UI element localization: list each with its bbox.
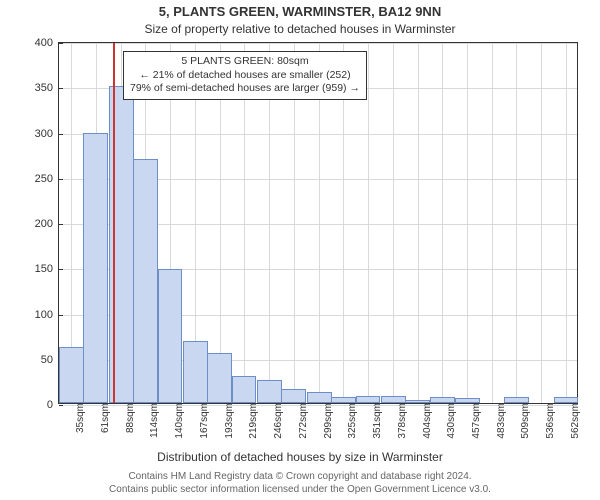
histogram-bar [430, 397, 455, 403]
histogram-bar [381, 396, 406, 403]
y-tick-label: 350 [35, 82, 59, 94]
x-tick-label: 35sqm [71, 403, 86, 433]
gridline-vertical [516, 43, 517, 403]
histogram-bar [158, 269, 183, 403]
x-tick-label: 457sqm [467, 403, 482, 439]
x-tick-label: 509sqm [516, 403, 531, 439]
footnote: Contains HM Land Registry data © Crown c… [0, 471, 600, 496]
histogram-bar [356, 396, 381, 403]
x-tick-label: 61sqm [96, 403, 111, 433]
histogram-bar [331, 397, 356, 403]
annotation-box: 5 PLANTS GREEN: 80sqm← 21% of detached h… [123, 51, 367, 100]
x-tick-label: 272sqm [294, 403, 309, 439]
chart-title: 5, PLANTS GREEN, WARMINSTER, BA12 9NN [0, 4, 600, 19]
annotation-line: ← 21% of detached houses are smaller (25… [130, 69, 360, 83]
x-tick-label: 167sqm [195, 403, 210, 439]
x-tick-label: 325sqm [343, 403, 358, 439]
histogram-bar [405, 400, 430, 403]
x-tick-label: 536sqm [541, 403, 556, 439]
gridline-vertical [492, 43, 493, 403]
y-tick-label: 400 [35, 37, 59, 49]
x-tick-label: 114sqm [145, 403, 160, 438]
reference-line [113, 43, 115, 403]
gridline-horizontal [59, 43, 577, 44]
histogram-bar [59, 347, 84, 403]
x-tick-label: 140sqm [170, 403, 185, 439]
gridline-vertical [393, 43, 394, 403]
histogram-bar [307, 392, 332, 403]
gridline-vertical [467, 43, 468, 403]
footnote-line: Contains HM Land Registry data © Crown c… [0, 471, 600, 484]
figure-container: 5, PLANTS GREEN, WARMINSTER, BA12 9NN Si… [0, 0, 600, 500]
x-tick-label: 378sqm [393, 403, 408, 439]
histogram-bar [504, 397, 529, 403]
annotation-line: 79% of semi-detached houses are larger (… [130, 82, 360, 96]
y-tick-label: 200 [35, 218, 59, 230]
y-tick-label: 100 [35, 309, 59, 321]
histogram-bar [232, 376, 257, 403]
x-tick-label: 483sqm [492, 403, 507, 439]
histogram-bar [133, 159, 158, 403]
histogram-bar [207, 353, 232, 403]
x-tick-label: 246sqm [269, 403, 284, 439]
plot-area: 05010015020025030035040035sqm61sqm88sqm1… [58, 42, 578, 404]
gridline-vertical [566, 43, 567, 403]
gridline-vertical [541, 43, 542, 403]
histogram-bar [109, 86, 134, 403]
gridline-vertical [418, 43, 419, 403]
x-tick-label: 88sqm [121, 403, 136, 433]
histogram-bar [281, 389, 306, 403]
x-tick-label: 562sqm [566, 403, 581, 439]
x-tick-label: 351sqm [368, 403, 383, 439]
gridline-vertical [442, 43, 443, 403]
gridline-vertical [368, 43, 369, 403]
histogram-bar [183, 341, 208, 403]
footnote-line: Contains public sector information licen… [0, 484, 600, 497]
x-tick-label: 404sqm [418, 403, 433, 439]
gridline-horizontal [59, 134, 577, 135]
histogram-bar [554, 397, 579, 403]
y-tick-label: 150 [35, 263, 59, 275]
y-tick-label: 0 [47, 399, 59, 411]
annotation-line: 5 PLANTS GREEN: 80sqm [130, 55, 360, 69]
y-tick-label: 50 [41, 354, 59, 366]
x-axis-label: Distribution of detached houses by size … [0, 450, 600, 464]
x-tick-label: 430sqm [442, 403, 457, 439]
histogram-bar [83, 133, 108, 403]
y-tick-label: 300 [35, 128, 59, 140]
x-tick-label: 219sqm [244, 403, 259, 439]
chart-subtitle: Size of property relative to detached ho… [0, 22, 600, 36]
y-tick-label: 250 [35, 173, 59, 185]
histogram-bar [455, 398, 480, 403]
x-tick-label: 299sqm [319, 403, 334, 439]
x-tick-label: 193sqm [220, 403, 235, 439]
histogram-bar [257, 380, 282, 403]
